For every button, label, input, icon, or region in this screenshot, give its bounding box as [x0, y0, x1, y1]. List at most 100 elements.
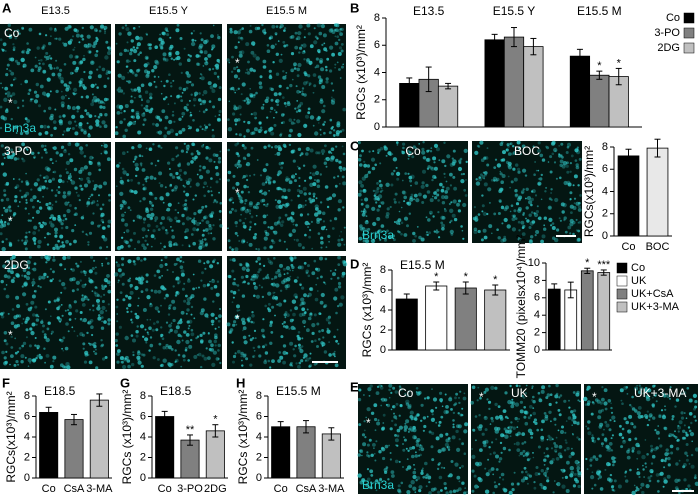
cell — [34, 290, 37, 293]
cell — [560, 430, 564, 434]
cell — [135, 330, 138, 333]
cell — [248, 320, 251, 323]
cell — [237, 284, 240, 287]
cell — [302, 246, 305, 249]
cell — [177, 322, 179, 324]
cell — [67, 256, 71, 260]
cell — [209, 264, 213, 268]
cell — [216, 172, 220, 176]
cell — [614, 457, 616, 459]
cell — [4, 339, 7, 342]
cell — [86, 332, 88, 334]
cell — [498, 461, 500, 463]
cell — [359, 449, 363, 453]
cell — [17, 351, 19, 353]
cell — [270, 322, 273, 325]
cell — [191, 32, 193, 34]
cell — [573, 184, 575, 186]
cell — [204, 215, 208, 219]
cell — [269, 177, 272, 180]
cell — [78, 125, 82, 129]
cell — [243, 225, 247, 229]
cell — [241, 318, 245, 322]
cell — [311, 271, 315, 275]
cell — [217, 36, 220, 39]
cell — [308, 198, 311, 201]
cell — [444, 176, 446, 178]
cell — [239, 219, 242, 222]
cell — [575, 159, 578, 162]
cell — [86, 112, 90, 116]
cell — [39, 206, 42, 209]
cell — [323, 132, 326, 135]
cell — [189, 81, 191, 83]
cell — [263, 246, 266, 249]
y-tick-label: 4 — [374, 66, 380, 78]
cell — [196, 128, 199, 131]
cell — [534, 487, 537, 490]
cell — [272, 296, 275, 299]
cell — [263, 104, 265, 106]
cell — [495, 159, 497, 161]
cell — [8, 313, 10, 315]
cell — [560, 220, 562, 222]
cell — [35, 337, 37, 339]
cell — [309, 176, 312, 179]
cell — [331, 152, 333, 154]
cell — [562, 477, 564, 479]
cell — [231, 56, 234, 59]
cell — [694, 474, 696, 476]
cell — [264, 277, 267, 280]
cell — [541, 174, 543, 176]
cell — [76, 281, 80, 285]
cell — [571, 155, 574, 158]
cell — [185, 349, 188, 352]
cell — [25, 239, 29, 243]
cell — [283, 321, 286, 324]
cell — [529, 214, 532, 217]
cell — [321, 293, 325, 297]
cell — [30, 198, 34, 202]
cell — [83, 116, 85, 118]
cell — [244, 199, 247, 202]
cell — [88, 75, 92, 79]
cell — [192, 242, 196, 246]
cell — [675, 462, 678, 465]
bar — [156, 417, 174, 479]
cell — [235, 232, 238, 235]
cell — [556, 228, 559, 231]
cell — [167, 362, 171, 366]
cell — [271, 99, 274, 102]
cell — [97, 162, 100, 165]
cell — [238, 289, 240, 291]
cell — [609, 428, 612, 431]
cell — [261, 106, 264, 109]
cell — [677, 425, 679, 427]
cell — [238, 160, 241, 163]
cell — [628, 448, 631, 451]
cell — [274, 92, 278, 96]
cell — [277, 359, 281, 363]
cell — [191, 329, 194, 332]
cell — [137, 305, 139, 307]
cell — [162, 337, 165, 340]
cell — [326, 229, 328, 231]
cell — [283, 144, 287, 148]
cell — [58, 38, 61, 41]
cell — [218, 314, 222, 318]
cell — [538, 473, 541, 476]
cell — [295, 362, 297, 364]
cell — [126, 229, 130, 233]
cell — [153, 322, 156, 325]
cell — [566, 161, 569, 164]
cell — [44, 333, 47, 336]
cell — [133, 46, 135, 48]
cell — [268, 144, 271, 147]
cell — [673, 435, 675, 437]
cell — [416, 392, 420, 396]
cell — [134, 248, 136, 250]
cell — [495, 455, 499, 459]
cell — [116, 361, 119, 364]
cell — [391, 470, 395, 474]
cell — [532, 396, 535, 399]
